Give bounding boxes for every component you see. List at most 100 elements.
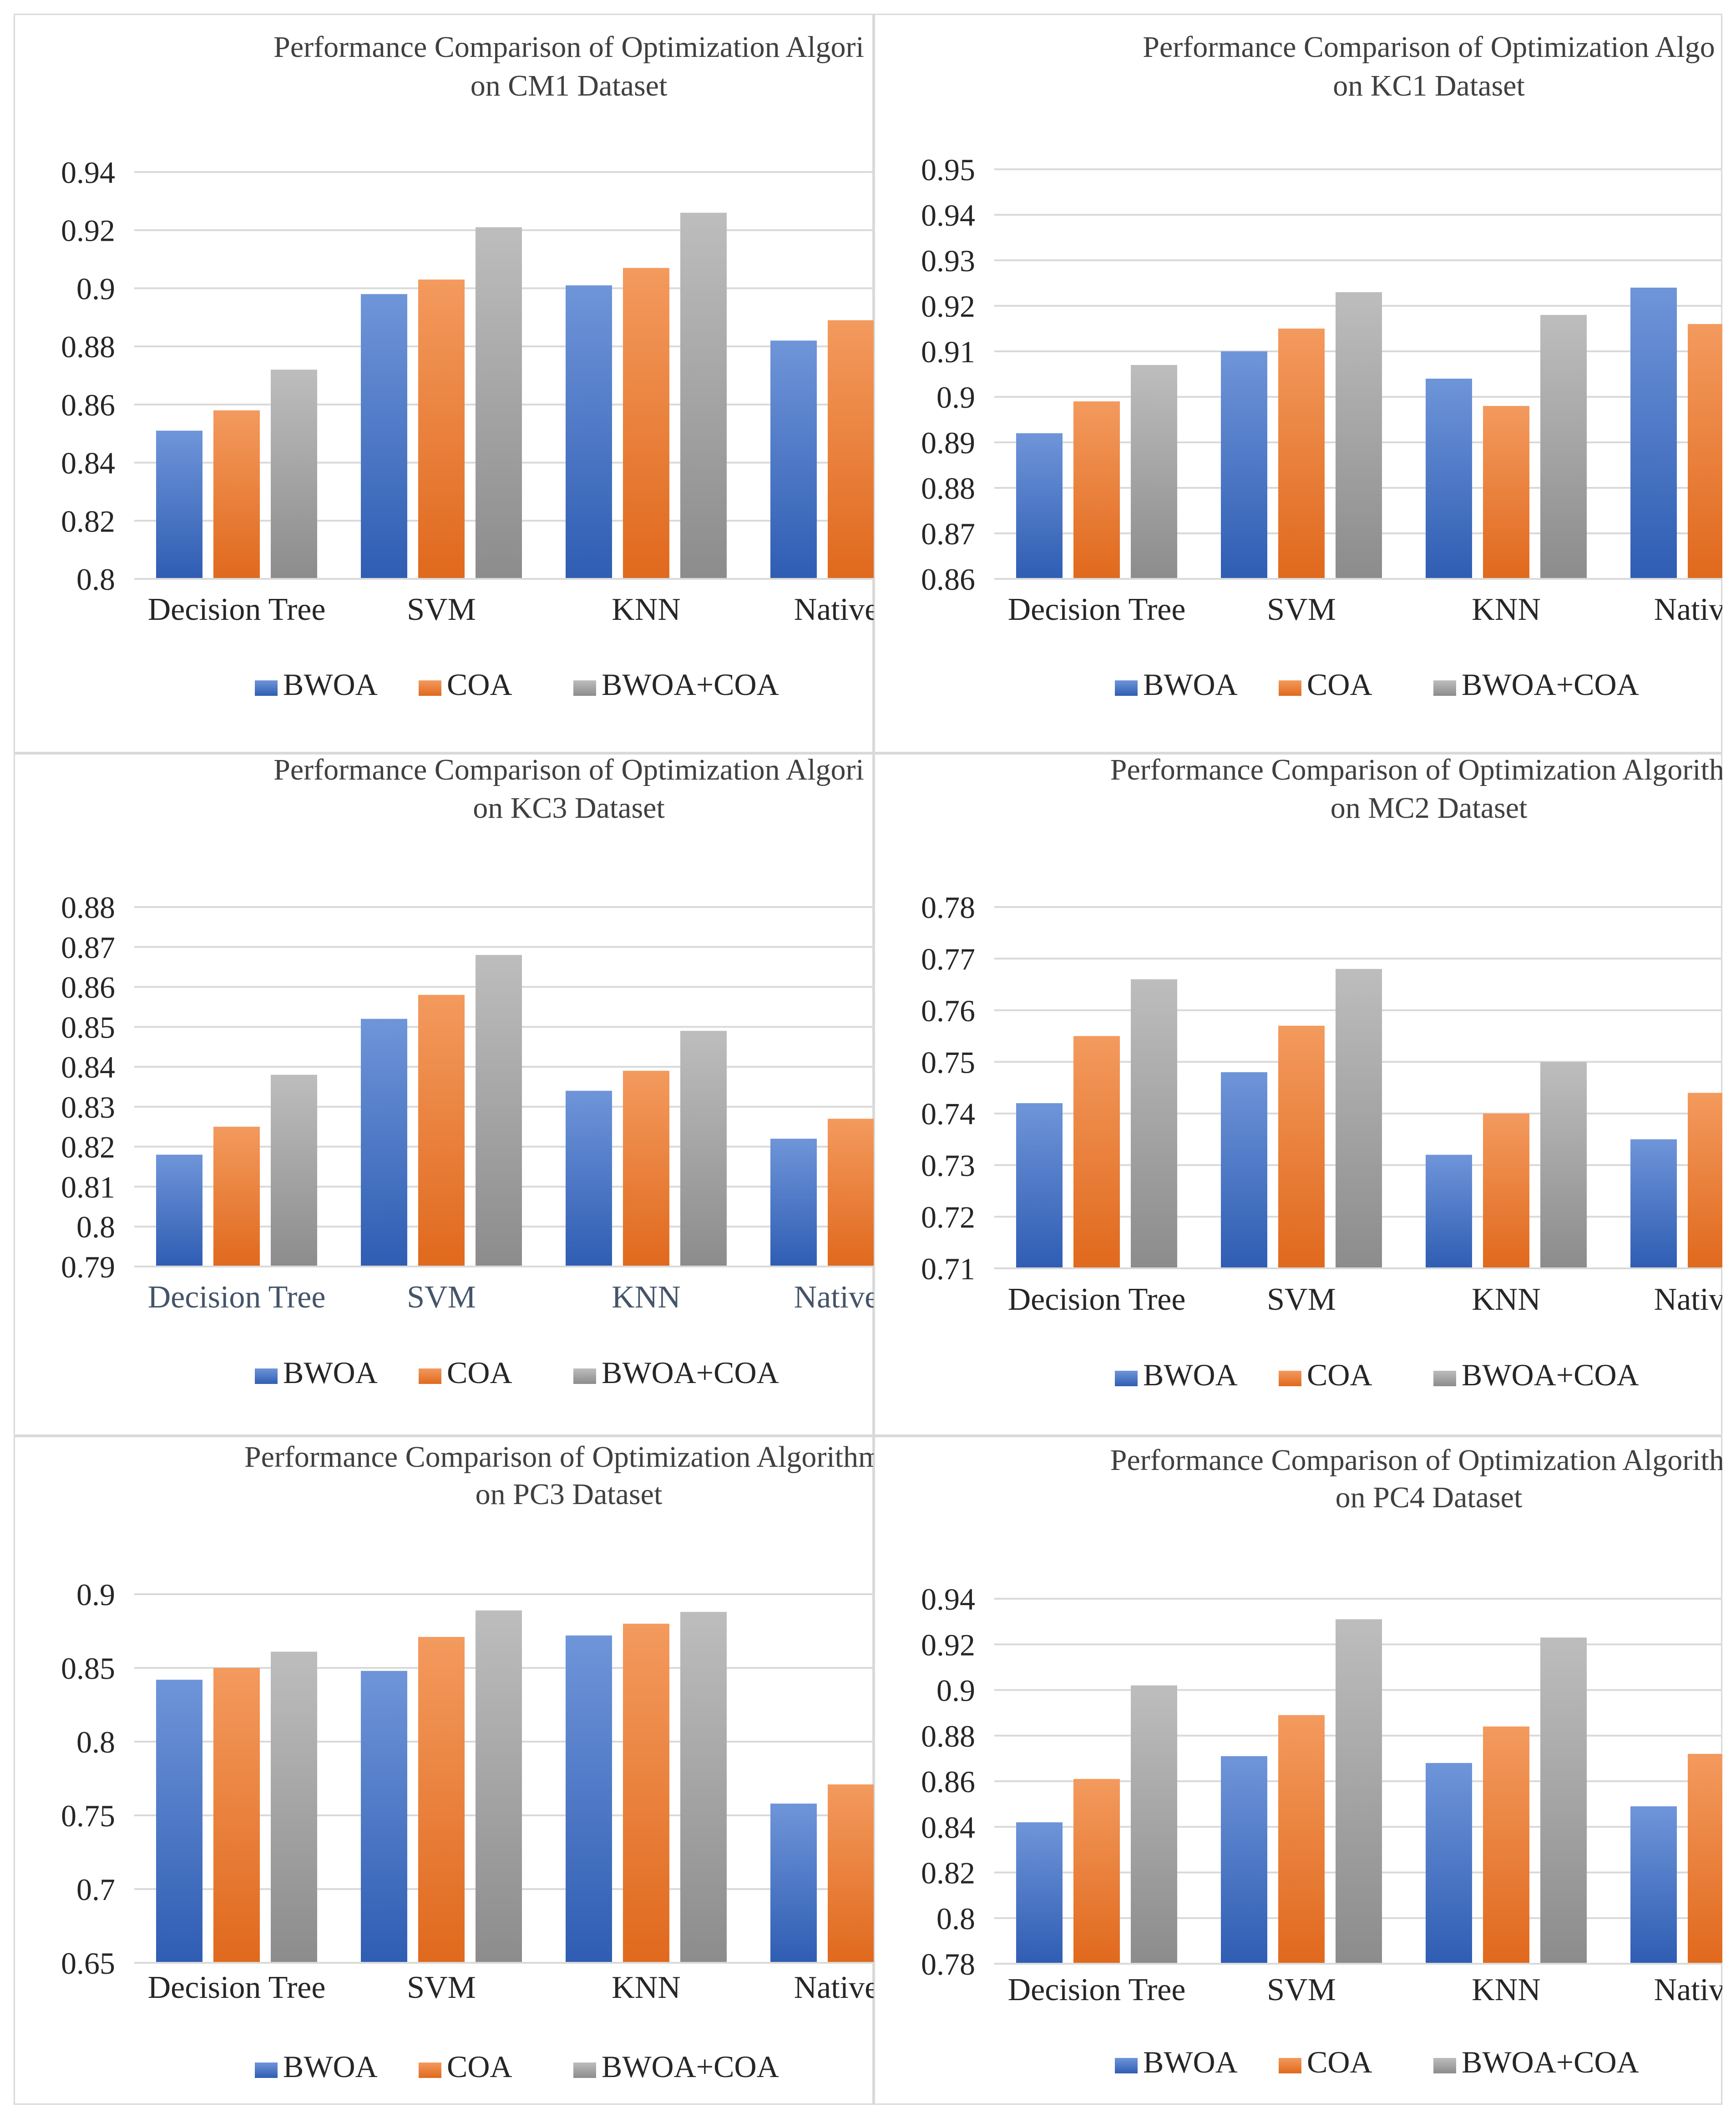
chart-title: on KC1 Dataset <box>1333 69 1525 102</box>
legend-label: BWOA+COA <box>602 667 779 702</box>
legend-swatch-combo <box>573 2062 596 2078</box>
legend-label: COA <box>1307 1358 1372 1392</box>
legend-label: BWOA+COA <box>602 2049 779 2084</box>
y-tick-label: 0.82 <box>61 1130 115 1165</box>
y-tick-label: 0.88 <box>61 329 115 364</box>
x-tick-label: SVM <box>407 592 476 627</box>
y-tick-label: 0.86 <box>61 970 115 1005</box>
bar-bwoa <box>361 294 407 579</box>
bar-bwoa <box>1016 433 1063 579</box>
y-tick-label: 0.77 <box>921 942 975 976</box>
bar-bwoa <box>770 1139 817 1267</box>
x-tick-label: Native B <box>1654 1972 1736 2007</box>
bar-coa <box>1688 324 1722 579</box>
x-tick-label: SVM <box>407 1280 476 1315</box>
y-tick-label: 0.89 <box>921 426 975 460</box>
bar-combo <box>476 227 522 579</box>
bar-combo <box>1540 1062 1587 1268</box>
y-tick-label: 0.92 <box>921 289 975 324</box>
x-tick-label: Native B <box>794 1970 908 2005</box>
chart-panel: Performance Comparison of Optimization A… <box>874 753 1736 1436</box>
bar-combo <box>1131 979 1177 1268</box>
bar-combo <box>1131 1685 1177 1964</box>
chart-panel: Performance Comparison of Optimization A… <box>14 753 874 1436</box>
y-tick-label: 0.72 <box>921 1200 975 1235</box>
bar-coa <box>1278 329 1325 579</box>
bar-coa <box>1483 1726 1529 1964</box>
x-tick-label: Decision Tree <box>1008 1972 1186 2007</box>
chart-title: Performance Comparison of Optimization A… <box>1110 753 1736 786</box>
bar-combo <box>476 955 522 1267</box>
bar-coa <box>1688 1753 1722 1964</box>
chart-title: Performance Comparison of Optimization A… <box>273 753 864 786</box>
legend-label: BWOA+COA <box>602 1355 779 1390</box>
y-tick-label: 0.78 <box>921 890 975 925</box>
chart-panel: Performance Comparison of Optimization A… <box>874 14 1722 753</box>
legend-label: BWOA <box>1143 667 1238 702</box>
chart-panel: Performance Comparison of Optimization A… <box>874 1436 1736 2105</box>
legend-label: BWOA+COA <box>1462 2045 1639 2079</box>
y-tick-label: 0.87 <box>921 517 975 551</box>
x-tick-label: Native B <box>1654 1282 1736 1317</box>
y-tick-label: 0.84 <box>61 1050 115 1084</box>
y-tick-label: 0.94 <box>921 1582 975 1616</box>
x-tick-label: KNN <box>1472 1972 1541 2007</box>
legend-swatch-bwoa <box>1115 680 1138 696</box>
x-tick-label: KNN <box>612 592 681 627</box>
y-tick-label: 0.75 <box>921 1045 975 1079</box>
bar-bwoa <box>1221 1756 1267 1964</box>
y-tick-label: 0.92 <box>921 1627 975 1662</box>
legend-swatch-combo <box>1433 2058 1456 2073</box>
legend-swatch-combo <box>573 1368 596 1384</box>
bar-combo <box>1336 292 1382 579</box>
y-tick-label: 0.85 <box>61 1010 115 1044</box>
legend-swatch-combo <box>1433 1371 1456 1386</box>
bar-coa <box>1688 1093 1722 1268</box>
legend-label: COA <box>1307 667 1372 702</box>
legend-swatch-combo <box>1433 680 1456 696</box>
chart-title: on PC4 Dataset <box>1336 1481 1523 1514</box>
bar-coa <box>1483 406 1529 579</box>
chart-title: on PC3 Dataset <box>476 1478 663 1511</box>
bar-coa <box>1483 1113 1529 1268</box>
bar-bwoa <box>156 431 202 579</box>
bar-coa <box>1278 1715 1325 1964</box>
y-tick-label: 0.83 <box>61 1090 115 1125</box>
legend-swatch-coa <box>1279 2058 1301 2073</box>
bar-coa <box>213 410 260 579</box>
x-tick-label: Decision Tree <box>1008 592 1186 627</box>
y-tick-label: 0.8 <box>76 1725 115 1759</box>
bar-combo <box>1131 365 1177 579</box>
y-tick-label: 0.8 <box>76 562 115 597</box>
y-tick-label: 0.88 <box>921 471 975 506</box>
y-tick-label: 0.8 <box>936 1901 975 1936</box>
chart-title: Performance Comparison of Optimization A… <box>244 1440 893 1474</box>
y-tick-label: 0.93 <box>921 243 975 278</box>
bar-bwoa <box>1630 1806 1677 1964</box>
bar-combo <box>1336 1619 1382 1964</box>
y-tick-label: 0.91 <box>921 334 975 369</box>
x-tick-label: SVM <box>1267 1972 1336 2007</box>
y-tick-label: 0.75 <box>61 1799 115 1833</box>
x-tick-label: Native B <box>794 592 908 627</box>
bar-bwoa <box>361 1018 407 1267</box>
y-tick-label: 0.81 <box>61 1170 115 1204</box>
bar-bwoa <box>1426 1155 1472 1268</box>
y-tick-label: 0.82 <box>921 1856 975 1890</box>
bar-bwoa <box>770 340 817 579</box>
legend-label: BWOA <box>283 2049 378 2084</box>
bar-bwoa <box>1426 1763 1472 1964</box>
legend-label: BWOA <box>283 1355 378 1390</box>
bar-combo <box>1336 969 1382 1268</box>
legend-label: BWOA <box>1143 1358 1238 1392</box>
x-tick-label: KNN <box>1472 1282 1541 1317</box>
y-tick-label: 0.84 <box>61 446 115 481</box>
y-tick-label: 0.85 <box>61 1651 115 1686</box>
x-tick-label: KNN <box>612 1280 681 1315</box>
y-tick-label: 0.87 <box>61 930 115 965</box>
x-tick-label: Decision Tree <box>1008 1282 1186 1317</box>
y-tick-label: 0.74 <box>921 1097 975 1131</box>
legend-swatch-combo <box>573 680 596 696</box>
bar-coa <box>828 1784 874 1963</box>
bar-bwoa <box>1221 351 1267 579</box>
